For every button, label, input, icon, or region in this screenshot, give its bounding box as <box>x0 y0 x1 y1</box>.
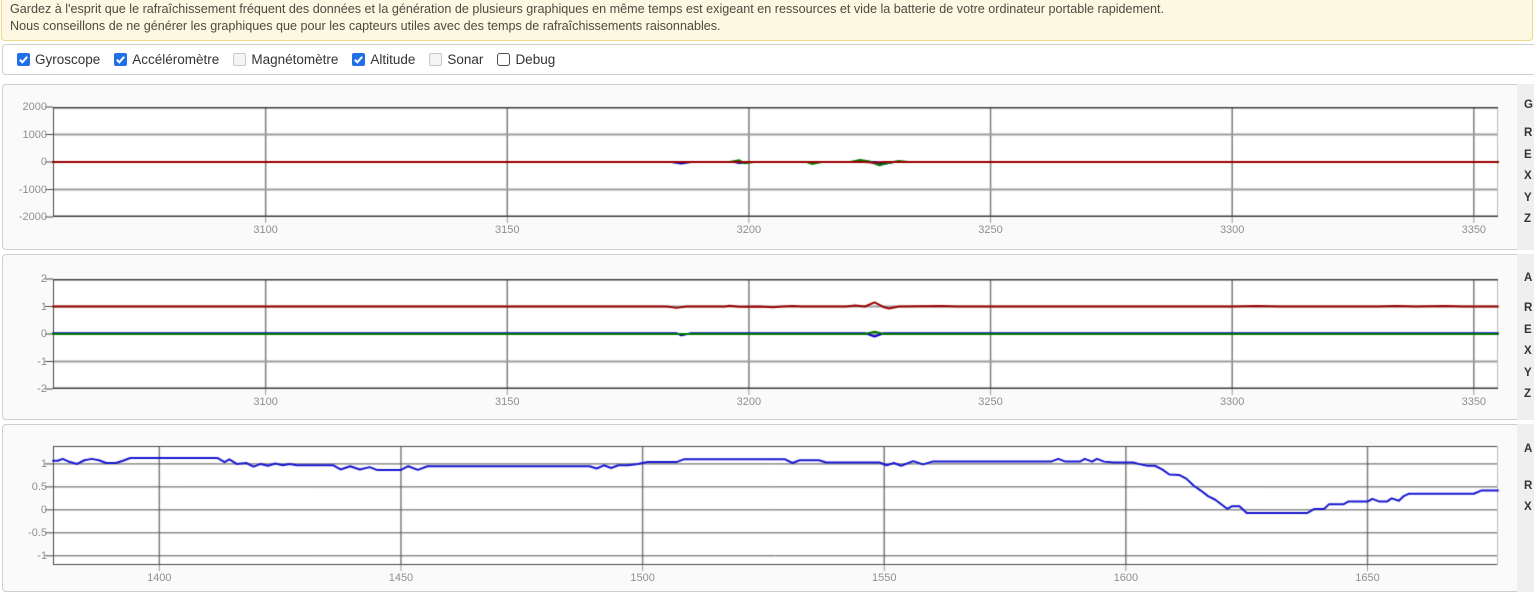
altitude-x-tick-label: 1450 <box>388 572 414 584</box>
altitude-y-tick-label: 1 <box>40 457 47 470</box>
altitude-y-tick-label: 0 <box>40 503 47 516</box>
accelerometre-x-tick-label: 3250 <box>978 396 1003 408</box>
accelerometre-x-tick-label: 3150 <box>495 396 520 408</box>
sensor-label-debug[interactable]: Debug <box>515 52 556 67</box>
sensor-checkbox-sonar[interactable] <box>429 53 443 66</box>
accelerometre-chart-canvas <box>43 277 1502 399</box>
sensor-label-magnetometre[interactable]: Magnétomètre <box>251 52 339 67</box>
accelerometre-chart-panel: 2 1 0 -1 -2 3100 3150 3200 3250 3300 3350 A R E X Y Z <box>2 254 1534 420</box>
gyroscope-y-tick-label: 1000 <box>22 128 47 141</box>
altitude-x-tick-label: 1600 <box>1113 572 1139 584</box>
gyroscope-y-tick-label: -2000 <box>18 211 47 223</box>
accelerometre-y-tick-label: 2 <box>40 273 47 285</box>
altitude-legend-text-1: R <box>1524 480 1533 492</box>
accelerometre-legend-text-5: Z <box>1524 388 1532 400</box>
gyroscope-x-tick-label: 3150 <box>495 224 520 236</box>
gyroscope-x-tick-label: 3200 <box>736 224 762 236</box>
accelerometre-y-tick-label: -1 <box>37 355 47 368</box>
gyroscope-x-tick-label: 3100 <box>253 224 278 236</box>
accelerometre-legend-text-4: Y <box>1524 366 1532 379</box>
accelerometre-legend-text-1: R <box>1524 302 1533 314</box>
sensor-toggle-bar: Gyroscope Accéléromètre Magnétomètre Altitu… <box>2 44 1534 75</box>
sensor-checkbox-magnetometre[interactable] <box>233 53 247 66</box>
gyroscope-chart-canvas <box>43 105 1502 227</box>
accelerometre-legend-text-3: X <box>1524 345 1532 357</box>
checkmark-icon <box>354 56 364 64</box>
sensor-checkbox-debug[interactable] <box>497 53 511 66</box>
gyroscope-x-tick-label: 3350 <box>1461 224 1487 236</box>
warning-banner-line-1: Gardez à l'esprit que le rafraîchissemen… <box>10 2 1165 16</box>
sensor-checkbox-gyroscope[interactable] <box>17 53 30 66</box>
accelerometre-y-tick-label: 1 <box>40 300 47 313</box>
gyroscope-legend-text-3: X <box>1524 170 1532 182</box>
altitude-x-tick-label: 1500 <box>630 572 655 584</box>
altitude-y-tick-label: -0.5 <box>28 526 47 539</box>
accelerometre-x-tick-label: 3350 <box>1461 396 1487 408</box>
accelerometre-x-tick-label: 3100 <box>253 396 278 408</box>
gyroscope-x-tick-label: 3300 <box>1219 224 1245 236</box>
altitude-chart-panel: 1 0.5 0 -0.5 -1 1400 1450 1500 1550 1600 1650 A R X <box>2 424 1534 592</box>
sensor-label-altitude[interactable]: Altitude <box>370 52 416 67</box>
sensor-item-magnetometre[interactable]: Magnétomètre <box>233 52 338 67</box>
gyroscope-chart-panel: 2000 1000 0 -1000 -2000 3100 3150 3200 3250 3300 3… <box>2 84 1534 250</box>
altitude-y-tick-label: 0.5 <box>31 480 47 493</box>
altitude-legend-text-2: X <box>1524 501 1532 513</box>
accelerometre-legend-text-2: E <box>1524 323 1532 336</box>
gyroscope-legend-text-4: Y <box>1524 191 1532 204</box>
checkmark-icon <box>116 56 126 64</box>
warning-banner-line-2: Nous conseillons de ne générer les graph… <box>10 19 721 33</box>
gyroscope-legend-text-5: Z <box>1524 213 1532 225</box>
sensor-item-gyroscope[interactable]: Gyroscope <box>17 52 100 67</box>
gyroscope-legend-text-2: E <box>1524 148 1532 161</box>
sensor-label-accelerometre[interactable]: Accéléromètre <box>132 52 220 67</box>
sensor-label-sonar[interactable]: Sonar <box>447 52 484 67</box>
sensor-checkbox-accelerometre[interactable] <box>114 53 128 66</box>
altitude-y-tick-label: -1 <box>37 549 47 562</box>
sensor-item-altitude[interactable]: Altitude <box>352 52 415 67</box>
accelerometre-y-tick-label: -2 <box>37 383 47 395</box>
gyroscope-y-tick-label: 0 <box>40 156 47 168</box>
sensor-item-debug[interactable]: Debug <box>497 52 555 67</box>
sensor-label-gyroscope[interactable]: Gyroscope <box>35 52 101 67</box>
accelerometre-legend-text-0: A <box>1524 272 1533 284</box>
gyroscope-y-tick-label: 2000 <box>22 101 47 113</box>
altitude-x-tick-label: 1400 <box>147 572 172 584</box>
accelerometre-x-tick-label: 3300 <box>1219 396 1245 408</box>
sensor-checkbox-altitude[interactable] <box>352 53 366 66</box>
warning-banner: Gardez à l'esprit que le rafraîchissemen… <box>1 0 1533 41</box>
altitude-legend-text-0: A <box>1524 443 1533 455</box>
gyroscope-y-tick-label: -1000 <box>18 183 47 196</box>
altitude-x-tick-label: 1550 <box>871 572 897 584</box>
checkmark-icon <box>19 56 28 64</box>
gyroscope-legend-text-1: R <box>1524 127 1533 139</box>
altitude-x-tick-label: 1650 <box>1355 572 1380 584</box>
accelerometre-x-tick-label: 3200 <box>736 396 762 408</box>
gyroscope-legend-text-0: G <box>1524 99 1533 111</box>
accelerometre-y-tick-label: 0 <box>40 328 47 340</box>
sensor-item-sonar[interactable]: Sonar <box>429 52 483 67</box>
altitude-chart-canvas <box>43 444 1502 575</box>
gyroscope-x-tick-label: 3250 <box>978 224 1003 236</box>
sensor-item-accelerometre[interactable]: Accéléromètre <box>114 52 219 67</box>
